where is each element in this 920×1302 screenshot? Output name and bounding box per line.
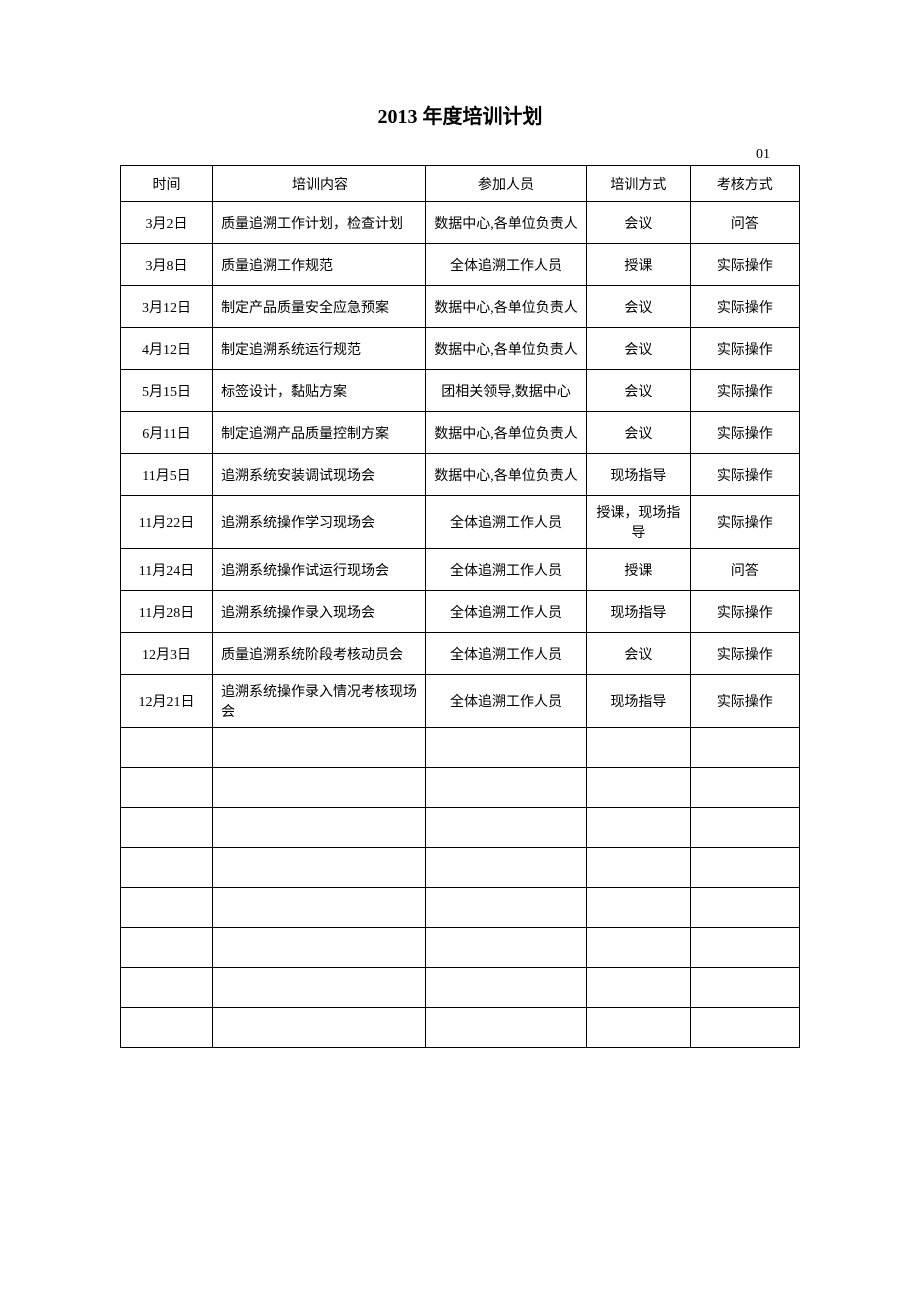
table-row-empty bbox=[121, 968, 800, 1008]
cell-content: 制定追溯产品质量控制方案 bbox=[213, 412, 426, 454]
cell-content: 追溯系统操作学习现场会 bbox=[213, 496, 426, 549]
table-row: 3月2日 质量追溯工作计划，检查计划 数据中心,各单位负责人 会议 问答 bbox=[121, 202, 800, 244]
cell-content: 质量追溯工作计划，检查计划 bbox=[213, 202, 426, 244]
col-header-method: 培训方式 bbox=[587, 166, 691, 202]
cell-personnel: 团相关领导,数据中心 bbox=[425, 370, 586, 412]
table-row: 11月24日 追溯系统操作试运行现场会 全体追溯工作人员 授课 问答 bbox=[121, 549, 800, 591]
table-row-empty bbox=[121, 808, 800, 848]
table-row: 6月11日 制定追溯产品质量控制方案 数据中心,各单位负责人 会议 实际操作 bbox=[121, 412, 800, 454]
table-row-empty bbox=[121, 728, 800, 768]
cell-date: 3月2日 bbox=[121, 202, 213, 244]
table-row-empty bbox=[121, 1008, 800, 1048]
cell-content: 制定产品质量安全应急预案 bbox=[213, 286, 426, 328]
cell-content: 追溯系统安装调试现场会 bbox=[213, 454, 426, 496]
training-plan-table: 时间 培训内容 参加人员 培训方式 考核方式 3月2日 质量追溯工作计划，检查计… bbox=[120, 165, 800, 1048]
cell-content: 制定追溯系统运行规范 bbox=[213, 328, 426, 370]
cell-assess: 实际操作 bbox=[690, 370, 799, 412]
cell-personnel: 数据中心,各单位负责人 bbox=[425, 412, 586, 454]
cell-date: 12月3日 bbox=[121, 633, 213, 675]
cell-assess: 实际操作 bbox=[690, 675, 799, 728]
cell-method: 会议 bbox=[587, 202, 691, 244]
cell-method: 会议 bbox=[587, 286, 691, 328]
cell-method: 会议 bbox=[587, 370, 691, 412]
cell-assess: 实际操作 bbox=[690, 454, 799, 496]
cell-personnel: 全体追溯工作人员 bbox=[425, 675, 586, 728]
cell-method: 会议 bbox=[587, 633, 691, 675]
cell-content: 追溯系统操作录入现场会 bbox=[213, 591, 426, 633]
table-row-empty bbox=[121, 928, 800, 968]
table-row: 4月12日 制定追溯系统运行规范 数据中心,各单位负责人 会议 实际操作 bbox=[121, 328, 800, 370]
table-row: 11月28日 追溯系统操作录入现场会 全体追溯工作人员 现场指导 实际操作 bbox=[121, 591, 800, 633]
cell-method: 授课 bbox=[587, 549, 691, 591]
table-row: 11月5日 追溯系统安装调试现场会 数据中心,各单位负责人 现场指导 实际操作 bbox=[121, 454, 800, 496]
col-header-assess: 考核方式 bbox=[690, 166, 799, 202]
cell-content: 追溯系统操作录入情况考核现场会 bbox=[213, 675, 426, 728]
cell-personnel: 数据中心,各单位负责人 bbox=[425, 454, 586, 496]
cell-personnel: 全体追溯工作人员 bbox=[425, 549, 586, 591]
cell-method: 会议 bbox=[587, 412, 691, 454]
cell-method: 会议 bbox=[587, 328, 691, 370]
cell-method: 现场指导 bbox=[587, 675, 691, 728]
table-body: 3月2日 质量追溯工作计划，检查计划 数据中心,各单位负责人 会议 问答 3月8… bbox=[121, 202, 800, 1048]
cell-assess: 实际操作 bbox=[690, 286, 799, 328]
cell-personnel: 全体追溯工作人员 bbox=[425, 496, 586, 549]
cell-assess: 实际操作 bbox=[690, 328, 799, 370]
table-row: 5月15日 标签设计，黏贴方案 团相关领导,数据中心 会议 实际操作 bbox=[121, 370, 800, 412]
col-header-date: 时间 bbox=[121, 166, 213, 202]
col-header-content: 培训内容 bbox=[213, 166, 426, 202]
page-title: 2013 年度培训计划 bbox=[120, 100, 800, 129]
table-row: 12月3日 质量追溯系统阶段考核动员会 全体追溯工作人员 会议 实际操作 bbox=[121, 633, 800, 675]
cell-content: 质量追溯系统阶段考核动员会 bbox=[213, 633, 426, 675]
cell-date: 5月15日 bbox=[121, 370, 213, 412]
cell-content: 追溯系统操作试运行现场会 bbox=[213, 549, 426, 591]
cell-personnel: 数据中心,各单位负责人 bbox=[425, 328, 586, 370]
cell-assess: 问答 bbox=[690, 549, 799, 591]
doc-number: 01 bbox=[120, 147, 800, 163]
table-row-empty bbox=[121, 888, 800, 928]
cell-assess: 实际操作 bbox=[690, 591, 799, 633]
cell-date: 11月28日 bbox=[121, 591, 213, 633]
cell-method: 现场指导 bbox=[587, 591, 691, 633]
cell-date: 4月12日 bbox=[121, 328, 213, 370]
cell-assess: 实际操作 bbox=[690, 496, 799, 549]
cell-assess: 实际操作 bbox=[690, 633, 799, 675]
cell-content: 质量追溯工作规范 bbox=[213, 244, 426, 286]
cell-date: 11月24日 bbox=[121, 549, 213, 591]
table-header-row: 时间 培训内容 参加人员 培训方式 考核方式 bbox=[121, 166, 800, 202]
cell-date: 3月8日 bbox=[121, 244, 213, 286]
cell-method: 现场指导 bbox=[587, 454, 691, 496]
cell-personnel: 数据中心,各单位负责人 bbox=[425, 286, 586, 328]
cell-personnel: 全体追溯工作人员 bbox=[425, 244, 586, 286]
table-row-empty bbox=[121, 848, 800, 888]
col-header-personnel: 参加人员 bbox=[425, 166, 586, 202]
table-row: 3月12日 制定产品质量安全应急预案 数据中心,各单位负责人 会议 实际操作 bbox=[121, 286, 800, 328]
cell-personnel: 全体追溯工作人员 bbox=[425, 591, 586, 633]
table-row: 3月8日 质量追溯工作规范 全体追溯工作人员 授课 实际操作 bbox=[121, 244, 800, 286]
cell-content: 标签设计，黏贴方案 bbox=[213, 370, 426, 412]
cell-assess: 实际操作 bbox=[690, 244, 799, 286]
cell-personnel: 全体追溯工作人员 bbox=[425, 633, 586, 675]
table-row: 12月21日 追溯系统操作录入情况考核现场会 全体追溯工作人员 现场指导 实际操… bbox=[121, 675, 800, 728]
cell-date: 3月12日 bbox=[121, 286, 213, 328]
cell-assess: 问答 bbox=[690, 202, 799, 244]
table-row-empty bbox=[121, 768, 800, 808]
cell-date: 6月11日 bbox=[121, 412, 213, 454]
cell-method: 授课 bbox=[587, 244, 691, 286]
cell-date: 12月21日 bbox=[121, 675, 213, 728]
cell-personnel: 数据中心,各单位负责人 bbox=[425, 202, 586, 244]
cell-date: 11月5日 bbox=[121, 454, 213, 496]
table-row: 11月22日 追溯系统操作学习现场会 全体追溯工作人员 授课，现场指导 实际操作 bbox=[121, 496, 800, 549]
cell-assess: 实际操作 bbox=[690, 412, 799, 454]
cell-method: 授课，现场指导 bbox=[587, 496, 691, 549]
cell-date: 11月22日 bbox=[121, 496, 213, 549]
